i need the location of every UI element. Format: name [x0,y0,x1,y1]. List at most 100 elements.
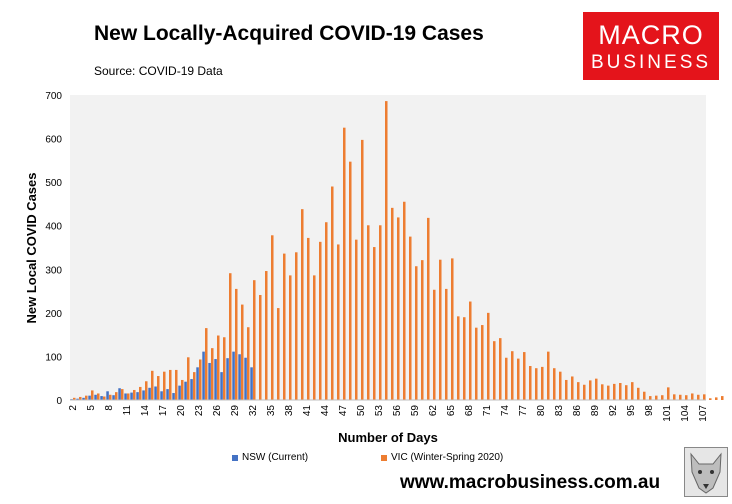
vic-bar [421,260,424,400]
vic-bar [691,393,694,400]
vic-bar [595,378,598,400]
nsw-bar [136,392,139,400]
x-tick-label: 59 [410,405,421,417]
nsw-bar [124,393,127,400]
vic-bar [487,312,490,400]
vic-bar [175,369,178,400]
nsw-bar [208,362,211,400]
vic-bar [541,366,544,400]
nsw-bar [112,395,115,400]
vic-bar [355,239,358,400]
vic-bar [523,352,526,400]
vic-bar [391,207,394,400]
vic-bar [499,338,502,400]
vic-series [73,101,724,400]
x-tick-label: 5 [86,405,97,411]
nsw-bar [184,381,187,400]
vic-bar [211,348,214,400]
vic-bar [493,341,496,400]
legend-item-vic: VIC (Winter-Spring 2020) [381,452,503,463]
vic-bar [163,371,166,400]
vic-bar [529,366,532,400]
nsw-bar [88,395,91,400]
vic-bar [97,393,100,400]
nsw-bar [130,392,133,400]
vic-bar [361,139,364,400]
vic-bar [439,259,442,400]
x-tick-label: 2 [68,405,79,411]
vic-bar [283,253,286,400]
x-tick-label: 80 [536,405,547,417]
x-tick-label: 41 [302,405,313,417]
y-tick-label: 0 [56,396,62,407]
x-axis: 2 5 8 11 14 17 20 23 26 29 32 35 38 41 44 47 50 53 56 59 62 6… [68,399,709,422]
x-tick-label: 95 [626,405,637,417]
vic-bar [427,217,430,400]
x-tick-label: 68 [464,405,475,417]
x-tick-label: 65 [446,405,457,417]
vic-bar [349,161,352,400]
vic-bar [511,351,514,400]
vic-bar [469,301,472,400]
vic-bar [265,271,268,400]
vic-bar [703,394,706,400]
vic-bar [91,390,94,400]
nsw-bar [196,367,199,400]
x-tick-label: 8 [104,405,115,411]
vic-bar [571,376,574,400]
x-tick-label: 83 [554,405,565,417]
vic-bar [463,317,466,400]
x-tick-label: 26 [212,405,223,417]
legend-swatch-vic [381,454,387,461]
vic-bar [451,258,454,400]
y-tick-label: 100 [45,352,62,363]
x-tick-label: 98 [644,405,655,417]
vic-bar [637,387,640,400]
vic-bar [151,370,154,400]
x-tick-label: 77 [518,405,529,417]
vic-bar [325,222,328,400]
vic-bar [631,382,634,400]
vic-bar [547,351,550,400]
x-tick-label: 107 [698,405,709,422]
vic-bar [343,127,346,400]
vic-bar [445,288,448,400]
vic-bar [553,368,556,400]
y-tick-label: 400 [45,222,62,233]
vic-bar [259,294,262,400]
y-tick-label: 300 [45,265,62,276]
vic-bar [193,372,196,400]
y-axis: 0 100 200 300 400 500 600 700 [45,91,62,407]
nsw-bar [214,359,217,400]
x-tick-label: 47 [338,405,349,417]
vic-bar [205,328,208,400]
nsw-bar [142,390,145,400]
x-tick-label: 56 [392,405,403,417]
vic-bar [145,381,148,400]
x-tick-label: 23 [194,405,205,417]
nsw-bar [76,398,79,400]
x-tick-label: 32 [248,405,259,417]
y-axis-label: New Local COVID Cases [24,173,39,324]
vic-bar [607,385,610,400]
vic-bar [415,266,418,400]
vic-bar [649,396,652,400]
vic-bar [457,316,460,400]
vic-bar [85,395,88,400]
y-tick-label: 500 [45,178,62,189]
vic-bar [247,327,250,400]
vic-bar [199,359,202,400]
vic-bar [697,394,700,400]
vic-bar [121,389,124,400]
nsw-bar [106,391,109,400]
x-tick-label: 53 [374,405,385,417]
vic-bar [289,275,292,400]
vic-bar [241,304,244,400]
wolf-logo-image [684,447,728,497]
vic-bar [385,101,388,400]
vic-bar [709,398,712,400]
nsw-bar [100,396,103,400]
x-tick-label: 20 [176,405,187,417]
vic-bar [103,396,106,400]
x-tick-label: 92 [608,405,619,417]
